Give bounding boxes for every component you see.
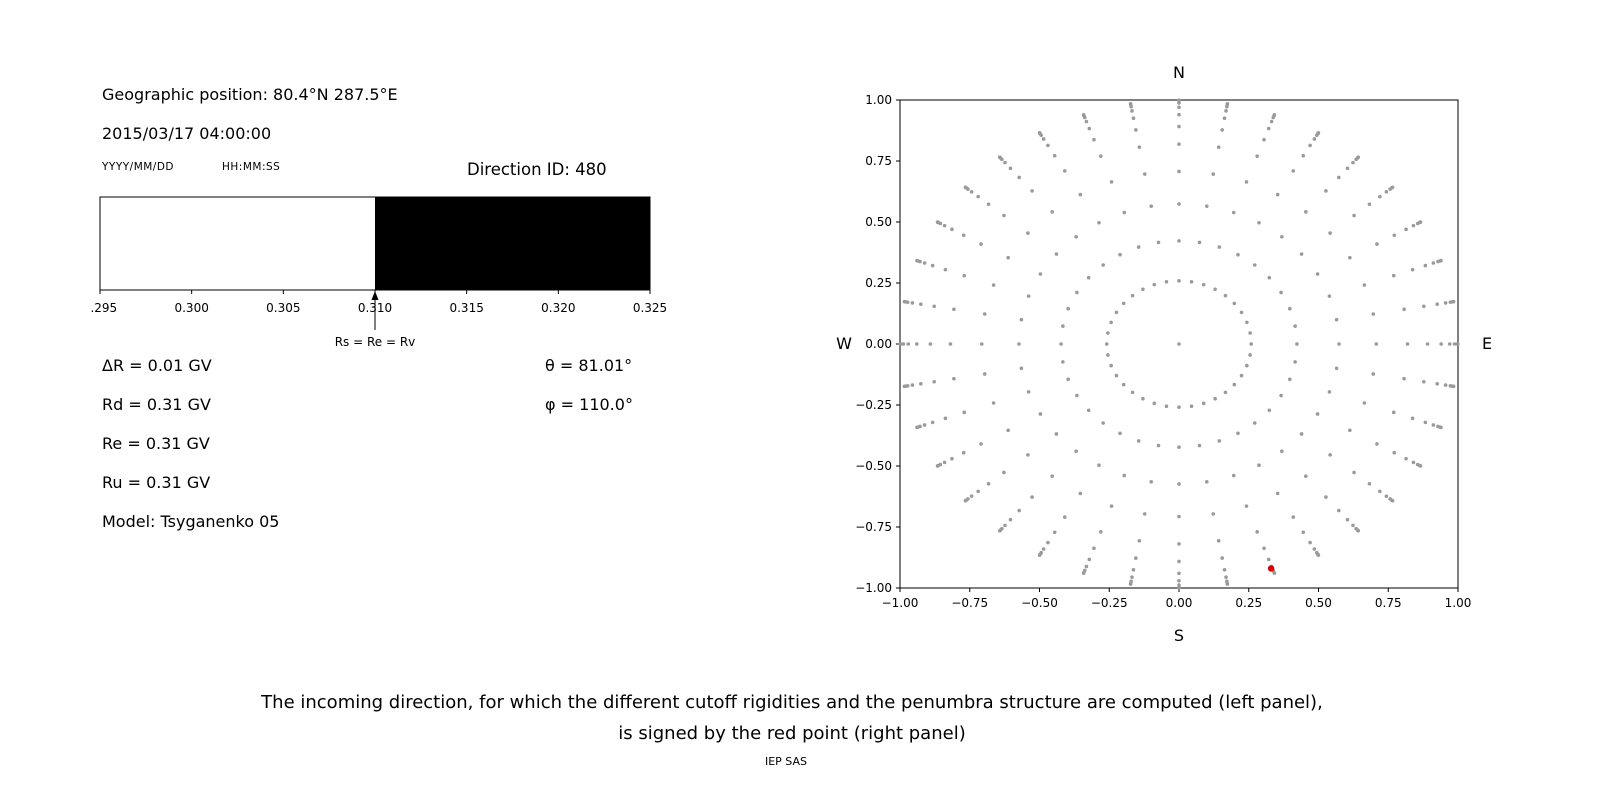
credit-label: IEP SAS — [764, 755, 808, 768]
penumbra-segment — [100, 197, 375, 290]
penumbra-tick-label: 0.295 — [90, 301, 117, 315]
direction-scatter-plot: N S W E −1.00 −0.75 −0.50 −0.25 0.00 0.25 0.50… — [836, 63, 1492, 645]
y-tick-label: 0.00 — [865, 337, 892, 351]
y-tick-label: −1.00 — [855, 581, 892, 595]
plot-area: −1.00 −0.75 −0.50 −0.25 0.00 0.25 0.50 0.75 1.00… — [855, 93, 1471, 610]
x-tick-label: −0.25 — [1091, 596, 1128, 610]
geo-position-text: Geographic position: 80.4°N 287.5°E — [102, 85, 398, 104]
x-tick-label: 0.75 — [1375, 596, 1402, 610]
compass-east-label: E — [1482, 334, 1492, 353]
x-tick-label: 0.50 — [1305, 596, 1332, 610]
penumbra-tick-label: 0.320 — [541, 301, 575, 315]
model-value: Model: Tsyganenko 05 — [102, 512, 280, 531]
re-value: Re = 0.31 GV — [102, 434, 210, 453]
penumbra-tick-label: 0.325 — [633, 301, 667, 315]
x-tick-label: −0.50 — [1021, 596, 1058, 610]
ru-value: Ru = 0.31 GV — [102, 473, 211, 492]
caption-line-1: The incoming direction, for which the di… — [261, 692, 1323, 713]
caption-line-2: is signed by the red point (right panel) — [618, 723, 966, 744]
highlight-point — [1267, 565, 1275, 572]
figure-caption: The incoming direction, for which the di… — [0, 687, 1584, 749]
y-tick-label: 1.00 — [865, 93, 892, 107]
x-tick-label: 1.00 — [1445, 596, 1472, 610]
marker-arrowhead — [371, 291, 379, 300]
penumbra-tick-label: 0.315 — [449, 301, 483, 315]
compass-west-label: W — [836, 334, 852, 353]
y-tick-label: 0.75 — [865, 154, 892, 168]
compass-north-label: N — [1173, 63, 1185, 82]
x-tick-label: 0.00 — [1166, 596, 1193, 610]
datetime-text: 2015/03/17 04:00:00 — [102, 124, 272, 143]
direction-grid-points — [898, 98, 1460, 590]
y-tick-label: 0.25 — [865, 276, 892, 290]
x-tick-label: 0.25 — [1235, 596, 1262, 610]
phi-value: φ = 110.0° — [545, 395, 633, 414]
time-format-label: HH:MM:SS — [222, 161, 281, 173]
penumbra-segments — [100, 197, 650, 290]
theta-value: θ = 81.01° — [545, 356, 633, 375]
y-tick-label: −0.50 — [855, 459, 892, 473]
direction-id-label: Direction ID: 480 — [467, 160, 607, 179]
compass-south-label: S — [1174, 626, 1184, 645]
y-tick-label: −0.25 — [855, 398, 892, 412]
delta-r-value: ΔR = 0.01 GV — [102, 356, 212, 375]
date-format-label: YYYY/MM/DD — [102, 161, 175, 173]
penumbra-segment — [375, 197, 650, 290]
rd-value: Rd = 0.31 GV — [102, 395, 211, 414]
marker-label: Rs = Re = Rv — [335, 335, 416, 349]
penumbra-tick-label: 0.305 — [266, 301, 300, 315]
x-tick-label: −1.00 — [882, 596, 919, 610]
y-tick-label: −0.75 — [855, 520, 892, 534]
x-tick-label: −0.75 — [951, 596, 988, 610]
y-tick-label: 0.50 — [865, 215, 892, 229]
penumbra-tick-label: 0.300 — [174, 301, 208, 315]
